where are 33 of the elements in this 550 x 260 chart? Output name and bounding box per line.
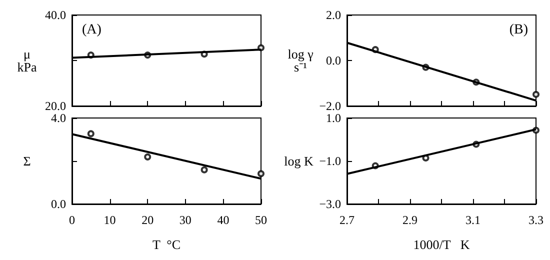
point [200, 166, 208, 174]
x-tick-label: 3.3 [528, 213, 544, 227]
annotation: (B) [509, 22, 528, 38]
point [144, 153, 152, 160]
y-tick-label: 4.0 [51, 111, 66, 125]
point [532, 90, 540, 98]
x-tick-label: 50 [255, 213, 267, 227]
annotation: (A) [82, 22, 102, 38]
point [258, 170, 264, 178]
x-tick-label: 2.7 [340, 213, 354, 227]
y-tick-label: 0.0 [326, 54, 341, 68]
y-tick-label: 40.0 [45, 8, 66, 22]
x-tick-label: 3.1 [466, 213, 480, 227]
x-tick-label: 0 [69, 213, 75, 227]
y-axis-title: μ kPa [17, 46, 37, 74]
x-tick-label: 30 [179, 213, 192, 227]
x-axis-title: T °C [152, 237, 181, 252]
y-tick-label: 2.0 [326, 8, 341, 22]
y-axis-title: log K [284, 154, 314, 168]
y-tick-label: 20.0 [45, 99, 66, 113]
x-tick-label: 40 [217, 213, 230, 227]
x-tick-label: 2.9 [402, 213, 418, 227]
x-tick-label: 20 [142, 213, 154, 227]
x-axis-title: 1000/T K [413, 237, 470, 252]
x-tick-label: 10 [104, 213, 116, 227]
y-axis-title: log γ s⁻¹ [288, 46, 314, 74]
point [87, 130, 94, 138]
y-tick-label: 0.0 [51, 197, 66, 211]
y-axis-title: Σ [23, 154, 31, 168]
y-tick-label: −3.0 [319, 197, 341, 211]
y-tick-label: −1.0 [319, 154, 341, 168]
y-tick-label: −2.0 [319, 99, 341, 113]
y-tick-label: 1.0 [326, 111, 341, 125]
